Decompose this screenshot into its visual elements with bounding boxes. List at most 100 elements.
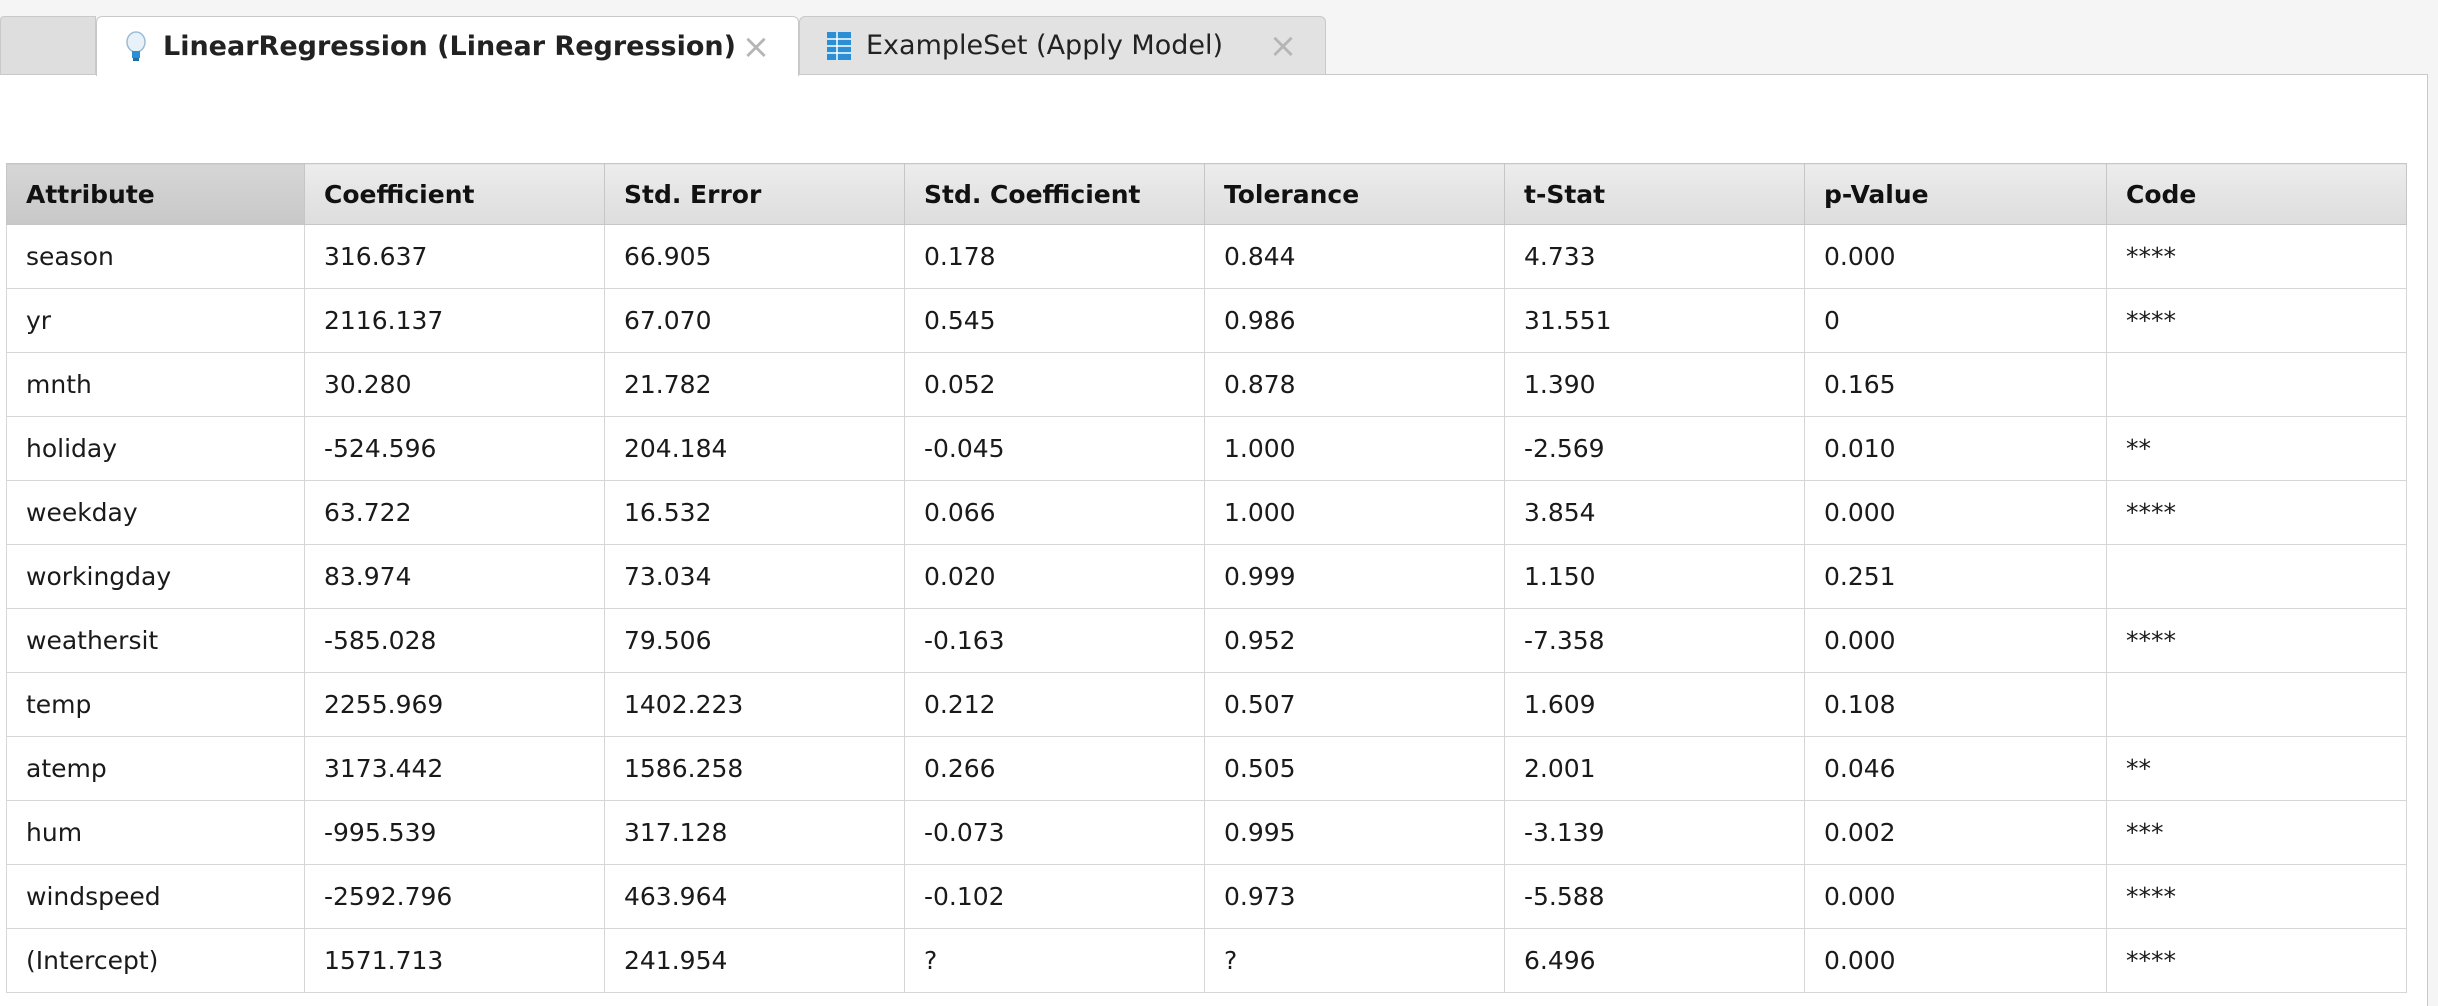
table-row[interactable]: (Intercept) 1571.713 241.954?? 6.496 0.000 **… [6,928,2407,993]
table-cell: 1.150 [1504,544,1805,609]
column-header-coefficient[interactable]: Coefficient [304,163,605,225]
table-cell: 0.999 [1204,544,1505,609]
table-cell: 0.973 [1204,864,1505,929]
table-cell: 79.506 [604,608,905,673]
table-cell: -0.045 [904,416,1205,481]
tab-label: LinearRegression (Linear Regression) [163,31,736,62]
table-cell: atemp [6,736,305,801]
table-cell: 31.551 [1504,288,1805,353]
table-icon [822,29,856,63]
table-row[interactable]: season 316.637 66.905 0.178 0.844 4.733 0.000 *… [6,224,2407,289]
table-cell: 317.128 [604,800,905,865]
table-cell: -5.588 [1504,864,1805,929]
column-header-tolerance[interactable]: Tolerance [1204,163,1505,225]
table-cell: 1571.713 [304,928,605,993]
table-cell: -995.539 [304,800,605,865]
table-row[interactable]: temp 2255.969 1402.223 0.212 0.507 1.609 0.108 [6,672,2407,737]
table-cell: -0.102 [904,864,1205,929]
table-cell: temp [6,672,305,737]
column-header-std-coefficient[interactable]: Std. Coefficient [904,163,1205,225]
table-cell: yr [6,288,305,353]
table-cell: 204.184 [604,416,905,481]
table-cell: 0.066 [904,480,1205,545]
table-cell: 0.505 [1204,736,1505,801]
table-cell: 0.000 [1804,608,2107,673]
table-cell: windspeed [6,864,305,929]
table-cell: weekday [6,480,305,545]
table-cell: holiday [6,416,305,481]
coefficient-table: Attribute Coefficient Std. Error Std. Coeff… [6,163,2407,993]
column-header-code[interactable]: Code [2106,163,2407,225]
table-cell: 1.390 [1504,352,1805,417]
column-header-std-error[interactable]: Std. Error [604,163,905,225]
table-cell: *** [2106,800,2407,865]
table-cell: workingday [6,544,305,609]
table-cell: **** [2106,928,2407,993]
close-icon[interactable]: × [1268,25,1298,66]
table-cell: **** [2106,608,2407,673]
table-cell: 0.000 [1804,224,2107,289]
table-cell: 1.000 [1204,480,1505,545]
table-cell: **** [2106,288,2407,353]
tab-bar: LinearRegression (Linear Regression) × E… [0,0,2438,76]
table-cell: -0.073 [904,800,1205,865]
table-cell: -2592.796 [304,864,605,929]
table-cell [2106,672,2407,737]
table-cell: 2116.137 [304,288,605,353]
table-cell: 0.052 [904,352,1205,417]
table-cell: -524.596 [304,416,605,481]
tab-linear-regression[interactable]: LinearRegression (Linear Regression) × [96,16,799,76]
table-cell: 0.878 [1204,352,1505,417]
table-header-row: Attribute Coefficient Std. Error Std. Coeff… [6,163,2407,225]
table-cell: 316.637 [304,224,605,289]
results-panel: Attribute Coefficient Std. Error Std. Coeff… [0,74,2428,1006]
table-cell: 1586.258 [604,736,905,801]
table-cell: 30.280 [304,352,605,417]
close-icon[interactable]: × [741,26,771,67]
table-cell: 0.545 [904,288,1205,353]
table-cell: 0.844 [1204,224,1505,289]
table-row[interactable]: workingday 83.974 73.034 0.020 0.999 1.150 0.2… [6,544,2407,609]
table-cell: 2.001 [1504,736,1805,801]
table-cell: ** [2106,736,2407,801]
table-cell: 463.964 [604,864,905,929]
table-row[interactable]: holiday -524.596 204.184 -0.045 1.000 -2.569 0… [6,416,2407,481]
table-row[interactable]: mnth 30.280 21.782 0.052 0.878 1.390 0.165 [6,352,2407,417]
table-cell: 0.251 [1804,544,2107,609]
table-cell: 1.000 [1204,416,1505,481]
table-cell: 21.782 [604,352,905,417]
table-cell: **** [2106,864,2407,929]
column-header-attribute[interactable]: Attribute [6,163,305,225]
table-cell: -2.569 [1504,416,1805,481]
table-cell: 0.000 [1804,480,2107,545]
table-cell: 6.496 [1504,928,1805,993]
table-cell: ** [2106,416,2407,481]
table-row[interactable]: weathersit -585.028 79.506 -0.163 0.952 -7.35… [6,608,2407,673]
table-cell: ? [1204,928,1505,993]
table-cell: 0.986 [1204,288,1505,353]
table-cell: 16.532 [604,480,905,545]
table-cell: mnth [6,352,305,417]
table-cell: 63.722 [304,480,605,545]
table-row[interactable]: atemp 3173.442 1586.258 0.266 0.505 2.001 0.04… [6,736,2407,801]
lightbulb-icon [119,30,153,64]
table-cell: -0.163 [904,608,1205,673]
table-cell: weathersit [6,608,305,673]
table-cell: 3.854 [1504,480,1805,545]
table-cell: 241.954 [604,928,905,993]
table-cell: 4.733 [1504,224,1805,289]
column-header-p-value[interactable]: p-Value [1804,163,2107,225]
table-row[interactable]: windspeed -2592.796 463.964 -0.102 0.973 -5.5… [6,864,2407,929]
table-row[interactable]: weekday 63.722 16.532 0.066 1.000 3.854 0.000 *… [6,480,2407,545]
table-cell: 73.034 [604,544,905,609]
table-cell: 1402.223 [604,672,905,737]
table-cell: 0.108 [1804,672,2107,737]
table-cell: hum [6,800,305,865]
table-cell: 0.002 [1804,800,2107,865]
table-row[interactable]: hum -995.539 317.128 -0.073 0.995 -3.139 0.002… [6,800,2407,865]
table-row[interactable]: yr 2116.137 67.070 0.545 0.986 31.551 0 **** [6,288,2407,353]
table-cell: ? [904,928,1205,993]
tab-example-set[interactable]: ExampleSet (Apply Model) × [799,16,1326,74]
column-header-t-stat[interactable]: t-Stat [1504,163,1805,225]
tab-bar-spacer [0,16,96,74]
